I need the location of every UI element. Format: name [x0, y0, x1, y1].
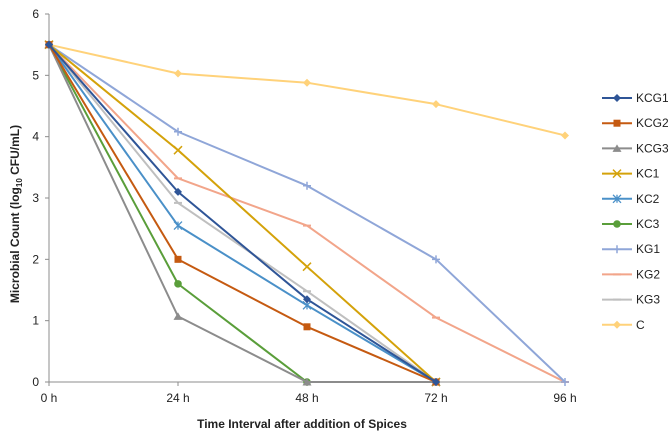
- y-axis-title-subscript: 10: [15, 178, 24, 187]
- data-point: [432, 378, 440, 386]
- data-point: [432, 100, 440, 109]
- y-axis-title: Microbial Count (log10 CFU/mL): [8, 125, 24, 303]
- legend-item-kcg2: KCG2: [602, 116, 668, 130]
- data-point: [302, 262, 312, 272]
- y-tick-label: 6: [32, 7, 39, 21]
- series-kc1: [44, 40, 441, 387]
- legend-marker: [613, 119, 621, 127]
- series-line: [48, 44, 437, 383]
- data-point: [302, 378, 312, 386]
- legend-label: KC1: [636, 167, 660, 181]
- y-tick-label: 1: [32, 314, 39, 328]
- series-kg1: [45, 40, 569, 386]
- data-point: [303, 181, 311, 190]
- series-line: [48, 43, 566, 383]
- legend-label: KC2: [636, 192, 660, 206]
- legend-label: KG3: [636, 293, 660, 307]
- legend-label: KG1: [636, 242, 660, 256]
- legend-label: KCG1: [636, 91, 668, 105]
- data-point: [173, 145, 183, 155]
- y-tick-label: 0: [32, 375, 39, 389]
- legend-marker: [613, 94, 621, 102]
- data-point: [432, 255, 440, 264]
- data-point: [174, 280, 182, 288]
- series-line: [48, 43, 437, 383]
- legend-item-kc2: KC2: [602, 192, 660, 206]
- legend-marker: [613, 320, 621, 329]
- y-axis-title-unit: CFU/mL): [8, 125, 22, 178]
- series-line: [48, 44, 436, 383]
- legend-label: KG2: [636, 267, 660, 281]
- y-axis-title-main: Microbial Count (log: [8, 187, 22, 303]
- legend-item-kcg1: KCG1: [602, 91, 668, 105]
- data-point: [173, 221, 183, 231]
- legend-marker: [613, 220, 621, 228]
- data-point: [174, 69, 182, 78]
- x-tick-label: 0 h: [41, 391, 58, 405]
- legend-label: KCG3: [636, 141, 668, 155]
- legend-marker: [612, 194, 622, 204]
- y-tick-label: 3: [32, 191, 39, 205]
- series-c: [45, 40, 569, 140]
- series-line: [48, 43, 566, 137]
- legend-item-kcg3: KCG3: [602, 141, 668, 155]
- data-point: [303, 323, 311, 331]
- series-layer: [44, 40, 569, 387]
- legend-label: KC3: [636, 217, 660, 231]
- y-tick-label: 5: [32, 68, 39, 82]
- legend-item-c: C: [602, 318, 645, 332]
- data-point: [561, 378, 569, 386]
- data-point: [561, 131, 569, 140]
- series-line: [48, 44, 437, 383]
- series-line: [48, 44, 437, 383]
- x-tick-label: 48 h: [295, 391, 318, 405]
- legend-item-kg3: KG3: [602, 293, 660, 307]
- legend-item-kg2: KG2: [602, 267, 660, 281]
- data-point: [174, 255, 182, 263]
- legend-label: KCG2: [636, 116, 668, 130]
- y-tick-label: 2: [32, 252, 39, 266]
- x-tick-label: 72 h: [424, 391, 447, 405]
- x-axis-title: Time Interval after addition of Spices: [197, 417, 407, 431]
- legend-item-kc3: KC3: [602, 217, 660, 231]
- legend-label: C: [636, 318, 645, 332]
- legend-item-kc1: KC1: [602, 167, 660, 181]
- data-point: [173, 312, 183, 320]
- legend-marker: [612, 144, 622, 152]
- data-point: [303, 295, 311, 304]
- x-tick-label: 24 h: [166, 391, 189, 405]
- series-kcg1: [45, 40, 440, 386]
- legend-item-kg1: KG1: [602, 242, 660, 256]
- data-point: [303, 78, 311, 87]
- series-kc2: [44, 40, 441, 387]
- data-point: [45, 40, 53, 49]
- data-point: [174, 127, 182, 136]
- series-line: [48, 43, 566, 383]
- series-kc3: [45, 40, 440, 386]
- legend: KCG1 KCG2 KCG3 KC1 KC2 KC3 KG1 KG2 KG3 C: [602, 91, 668, 332]
- x-tick-label: 96 h: [553, 391, 576, 405]
- y-tick-label: 4: [32, 130, 39, 144]
- legend-marker: [612, 169, 622, 179]
- series-line: [48, 44, 437, 383]
- data-point: [174, 187, 182, 196]
- legend-marker: [613, 245, 621, 254]
- axes: 0 1 2 3 4 5 6 0 h 24 h 48 h 72 h 96 h: [32, 7, 576, 405]
